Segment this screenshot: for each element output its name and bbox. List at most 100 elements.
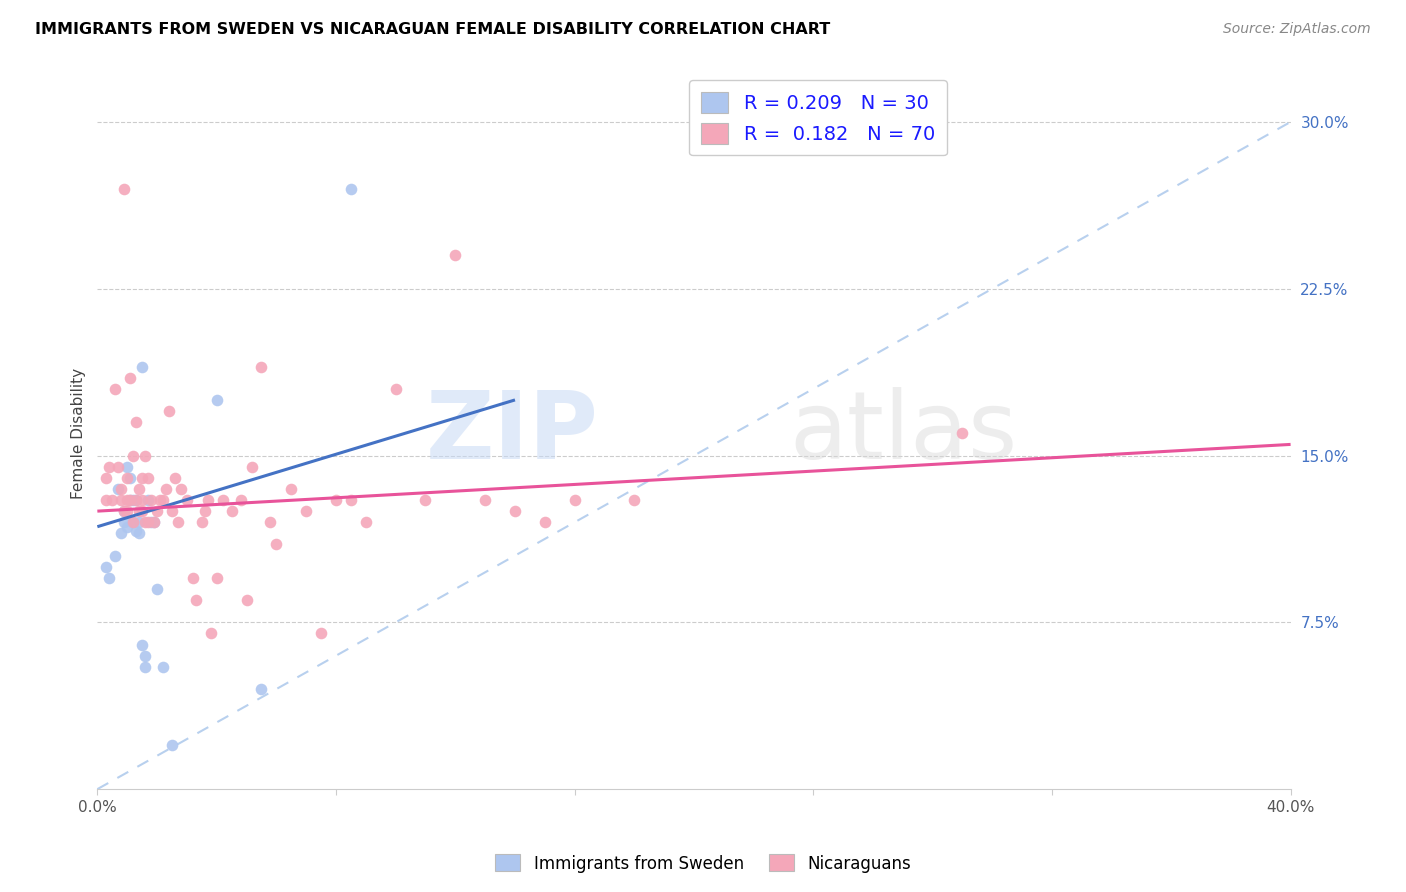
Point — [242, 459, 264, 474]
Point — [112, 181, 135, 195]
Point — [107, 459, 129, 474]
Point — [122, 493, 145, 508]
Point — [98, 571, 121, 585]
Point — [176, 493, 198, 508]
Point — [157, 404, 180, 418]
Point — [564, 493, 586, 508]
Point — [146, 582, 169, 596]
Point — [125, 493, 148, 508]
Text: atlas: atlas — [789, 387, 1018, 479]
Point — [170, 482, 193, 496]
Text: Source: ZipAtlas.com: Source: ZipAtlas.com — [1223, 22, 1371, 37]
Point — [200, 626, 222, 640]
Point — [325, 493, 347, 508]
Point — [122, 449, 145, 463]
Point — [354, 515, 377, 529]
Point — [110, 493, 132, 508]
Point — [131, 493, 153, 508]
Point — [415, 493, 437, 508]
Point — [98, 459, 121, 474]
Point — [104, 382, 127, 396]
Point — [131, 504, 153, 518]
Point — [340, 493, 363, 508]
Point — [205, 392, 228, 407]
Point — [221, 504, 243, 518]
Point — [122, 515, 145, 529]
Y-axis label: Female Disability: Female Disability — [72, 368, 86, 499]
Point — [125, 493, 148, 508]
Point — [136, 471, 159, 485]
Point — [134, 660, 156, 674]
Point — [96, 471, 118, 485]
Point — [266, 537, 288, 551]
Point — [444, 248, 467, 262]
Point — [112, 504, 135, 518]
Point — [155, 482, 177, 496]
Point — [136, 493, 159, 508]
Point — [194, 504, 217, 518]
Point — [952, 426, 974, 441]
Point — [149, 493, 172, 508]
Point — [115, 504, 138, 518]
Point — [134, 449, 156, 463]
Point — [131, 638, 153, 652]
Point — [295, 504, 318, 518]
Legend: R = 0.209   N = 30, R =  0.182   N = 70: R = 0.209 N = 30, R = 0.182 N = 70 — [689, 80, 946, 155]
Point — [205, 571, 228, 585]
Point — [503, 504, 526, 518]
Point — [167, 515, 190, 529]
Point — [229, 493, 252, 508]
Point — [128, 515, 150, 529]
Point — [120, 493, 142, 508]
Point — [101, 493, 124, 508]
Point — [280, 482, 302, 496]
Point — [250, 359, 273, 374]
Point — [160, 738, 183, 752]
Point — [250, 681, 273, 696]
Point — [143, 515, 166, 529]
Point — [143, 515, 166, 529]
Point — [125, 415, 148, 429]
Point — [163, 471, 186, 485]
Point — [112, 504, 135, 518]
Text: ZIP: ZIP — [426, 387, 599, 479]
Point — [96, 493, 118, 508]
Point — [184, 593, 207, 607]
Point — [110, 482, 132, 496]
Point — [120, 471, 142, 485]
Point — [152, 493, 174, 508]
Point — [181, 571, 204, 585]
Point — [134, 515, 156, 529]
Point — [139, 515, 162, 529]
Point — [120, 493, 142, 508]
Point — [533, 515, 555, 529]
Point — [259, 515, 281, 529]
Point — [104, 549, 127, 563]
Point — [122, 515, 145, 529]
Point — [112, 515, 135, 529]
Point — [160, 504, 183, 518]
Point — [384, 382, 406, 396]
Legend: Immigrants from Sweden, Nicaraguans: Immigrants from Sweden, Nicaraguans — [488, 847, 918, 880]
Point — [125, 524, 148, 538]
Point — [309, 626, 332, 640]
Point — [136, 515, 159, 529]
Point — [96, 559, 118, 574]
Point — [235, 593, 257, 607]
Point — [128, 504, 150, 518]
Point — [131, 359, 153, 374]
Point — [190, 515, 212, 529]
Point — [340, 181, 363, 195]
Point — [211, 493, 233, 508]
Point — [623, 493, 645, 508]
Point — [115, 519, 138, 533]
Point — [146, 504, 169, 518]
Point — [128, 526, 150, 541]
Point — [134, 648, 156, 663]
Point — [131, 471, 153, 485]
Point — [152, 660, 174, 674]
Point — [115, 459, 138, 474]
Point — [474, 493, 496, 508]
Point — [139, 493, 162, 508]
Point — [120, 370, 142, 384]
